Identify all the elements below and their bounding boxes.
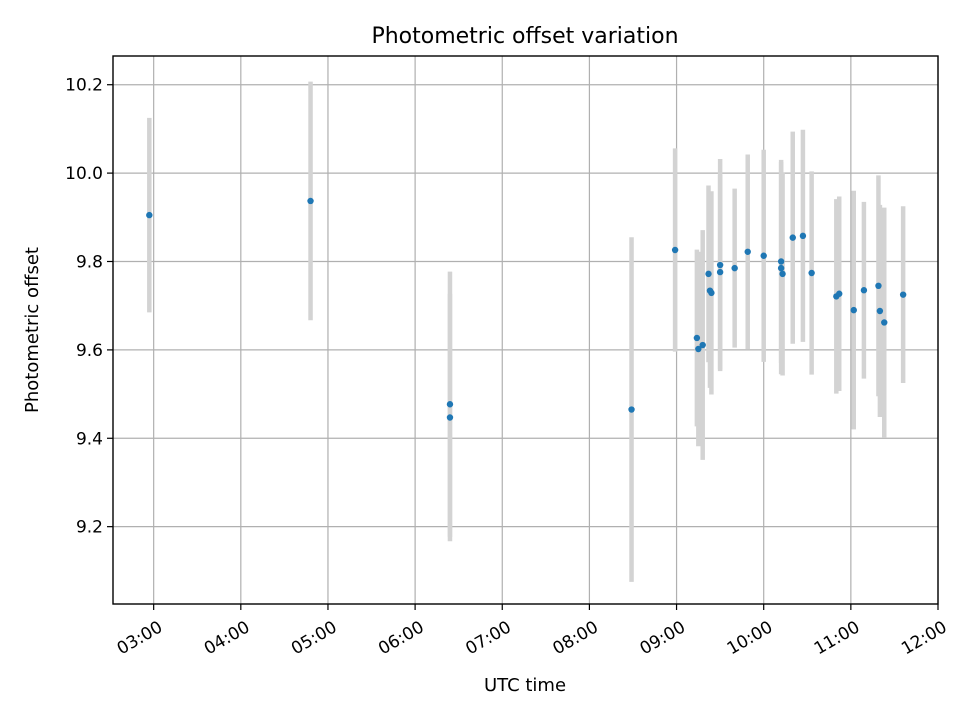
- data-point: [146, 211, 153, 219]
- data-point: [731, 264, 738, 272]
- data-point: [850, 306, 857, 314]
- data-point: [760, 252, 767, 259]
- y-tick-label: 9.8: [76, 253, 103, 273]
- plot-frame: [112, 55, 939, 605]
- data-point: [705, 270, 712, 278]
- data-point: [836, 290, 843, 297]
- x-axis-ticks: 03:00 04:00 05:00 06:00 07:00 08:00 09:00 10:00…: [114, 604, 951, 659]
- y-axis-ticks: 9.2 9.4 9.6 9.8 10.0 10.2: [65, 76, 113, 538]
- data-point: [808, 269, 815, 277]
- data-point: [628, 406, 635, 413]
- data-point: [777, 264, 785, 272]
- data-point: [671, 246, 679, 254]
- data-point: [799, 232, 807, 240]
- data-point: [777, 258, 785, 265]
- y-tick-label: 9.4: [76, 429, 103, 449]
- chart-title: Photometric offset variation: [371, 24, 678, 49]
- y-axis-label: Photometric offset: [22, 247, 43, 413]
- data-point: [307, 197, 314, 205]
- data-point: [693, 334, 701, 342]
- y-tick-label: 10.0: [65, 164, 103, 184]
- grid: [113, 56, 939, 604]
- data-point: [446, 401, 454, 408]
- data-point: [708, 289, 715, 297]
- data-point: [875, 282, 882, 290]
- data-point: [716, 268, 724, 276]
- data-points: [146, 197, 907, 421]
- data-point: [699, 341, 706, 349]
- data-point: [779, 270, 786, 278]
- data-point: [695, 345, 702, 353]
- y-tick-label: 9.6: [76, 341, 103, 361]
- data-point: [876, 307, 884, 315]
- data-point: [899, 291, 907, 298]
- data-point: [744, 248, 751, 255]
- y-tick-label: 10.2: [65, 76, 103, 96]
- data-point: [860, 287, 868, 294]
- data-point: [446, 414, 454, 421]
- data-point: [716, 261, 724, 269]
- data-point: [881, 319, 888, 326]
- y-tick-label: 9.2: [76, 518, 103, 538]
- x-axis-label: UTC time: [484, 675, 566, 696]
- data-point: [789, 234, 796, 241]
